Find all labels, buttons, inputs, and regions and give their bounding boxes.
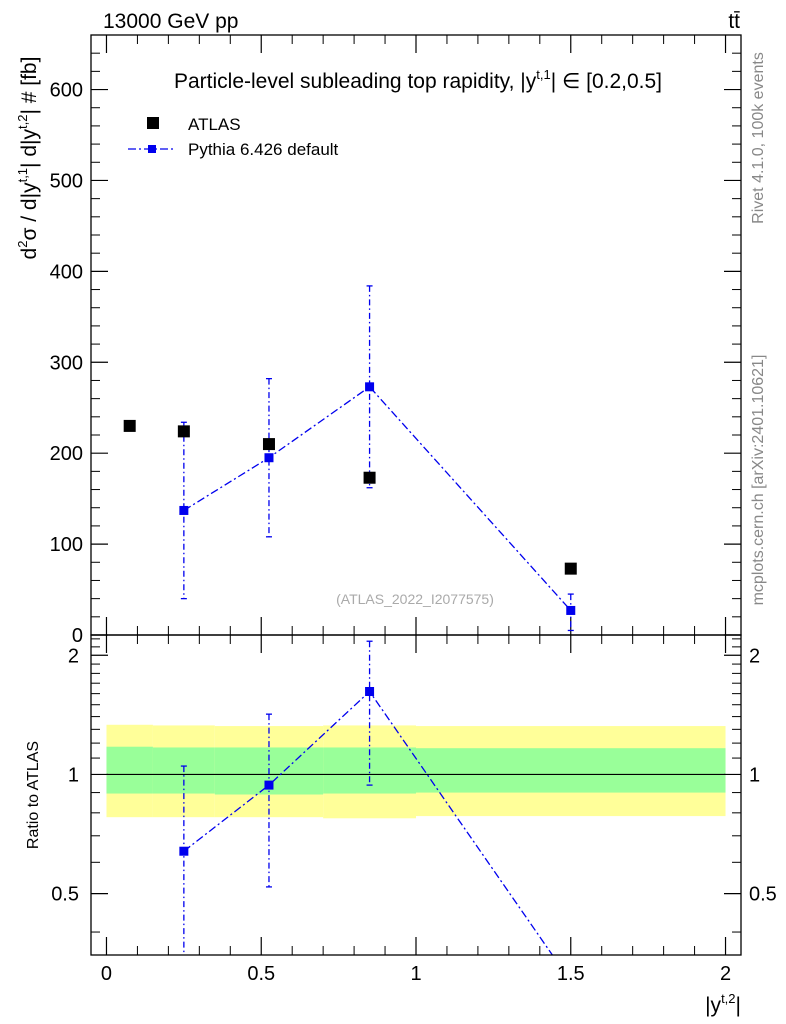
y-tick-label: 0 [72, 625, 83, 647]
legend-atlas-label: ATLAS [188, 115, 241, 134]
ratio-series-line [183, 690, 554, 955]
x-axis-label: |yt,2| [705, 991, 741, 1017]
pythia-data-point [264, 453, 274, 463]
x-tick-label: 1.5 [557, 963, 585, 985]
ratio-y-tick-label: 0.5 [51, 884, 79, 906]
x-tick-label: 2 [720, 963, 731, 985]
y-tick-label: 300 [50, 352, 83, 374]
pythia-data-point [365, 382, 375, 392]
ratio-panel: 0.5 0.5 1 1 2 2 0 0.5 1 1.5 2 Ratio to ATLAS |yt,2| [25, 635, 777, 1017]
y-axis-label: d2σ / d|yt,1| d|yt,2| # [fb] [15, 57, 41, 260]
ratio-uncertainty-band [106, 746, 153, 794]
atlas-data-point [123, 419, 136, 432]
pythia-data-point [179, 505, 189, 515]
pythia-data-point [566, 605, 576, 615]
pythia-series-line [183, 385, 572, 611]
y-tick-label: 600 [50, 80, 83, 102]
energy-label: 13000 GeV pp [103, 10, 238, 33]
ratio-y-tick-label-right: 2 [749, 645, 760, 667]
mcplots-label: mcplots.cern.ch [arXiv:2401.10621] [750, 355, 767, 606]
plot-title: Particle-level subleading top rapidity, … [174, 67, 662, 93]
atlas-data-point [363, 471, 376, 484]
ratio-data-point [264, 780, 274, 790]
ratio-data-point [365, 686, 375, 696]
legend-pythia-label: Pythia 6.426 default [188, 140, 339, 159]
x-tick-label: 1 [410, 963, 421, 985]
ratio-uncertainty-band [416, 748, 726, 793]
ratio-y-tick-label-right: 1 [749, 764, 760, 786]
atlas-data-point [262, 438, 275, 451]
atlas-data-point [564, 562, 577, 575]
atlas-data-point [177, 425, 190, 438]
y-tick-label: 500 [50, 170, 83, 192]
ratio-data-point [179, 846, 189, 856]
main-panel: Particle-level subleading top rapidity, … [15, 35, 741, 647]
y-tick-label: 400 [50, 261, 83, 283]
x-tick-label: 0 [101, 963, 112, 985]
ratio-y-tick-label-right: 0.5 [749, 884, 777, 906]
analysis-watermark: (ATLAS_2022_I2077575) [336, 591, 494, 607]
ratio-frame [90, 634, 742, 956]
y-tick-label: 200 [50, 443, 83, 465]
ratio-y-axis-label: Ratio to ATLAS [25, 741, 42, 849]
process-label: tt̄ [728, 10, 740, 33]
rivet-version-label: Rivet 4.1.0, 100k events [750, 52, 767, 224]
ratio-y-tick-label: 2 [68, 645, 79, 667]
ratio-y-tick-label: 1 [68, 764, 79, 786]
y-tick-label: 100 [50, 534, 83, 556]
legend-pythia-marker [148, 145, 156, 153]
x-tick-label: 0.5 [247, 963, 275, 985]
legend-atlas-marker [147, 117, 159, 129]
